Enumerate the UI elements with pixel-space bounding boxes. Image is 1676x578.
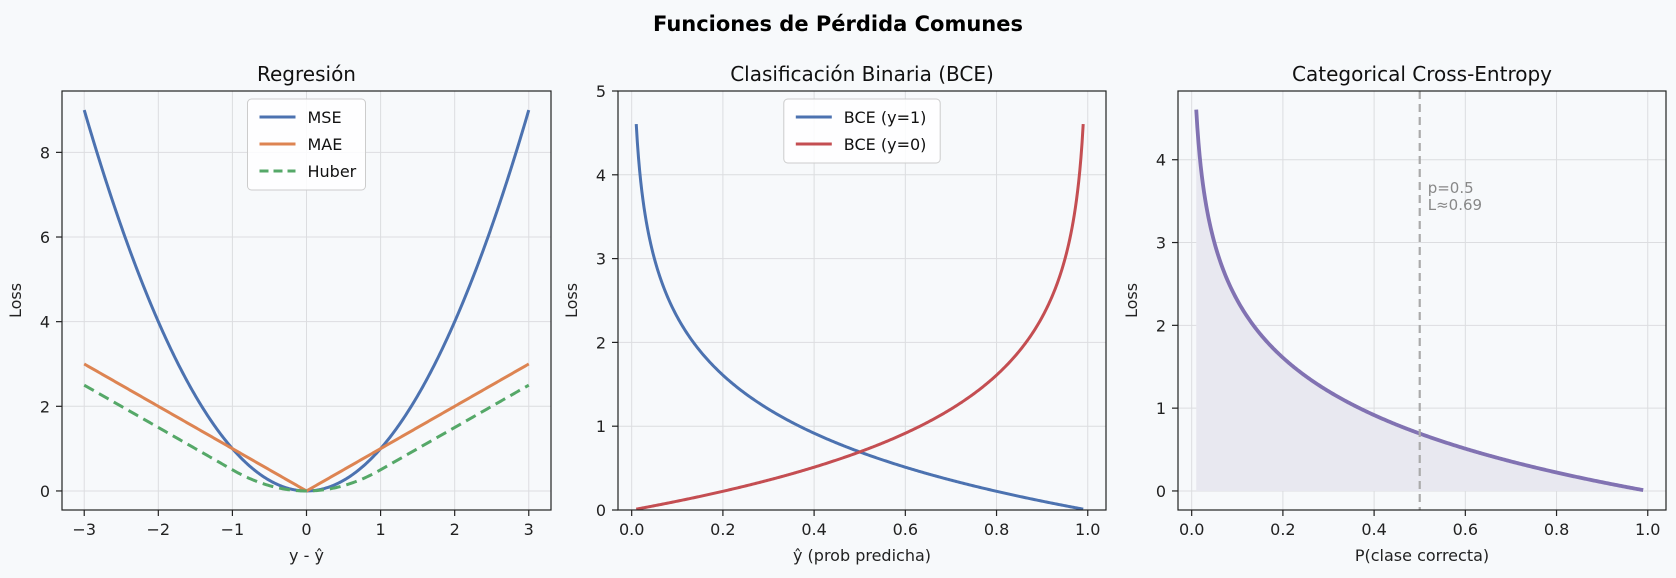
y-tick-label: 1	[1156, 399, 1166, 418]
x-tick-label: 3	[524, 520, 534, 539]
plot-content	[1194, 91, 1644, 510]
subplot-1: −3 −2 −1 0 1 2 3 0 2 4 6 8 Regresión y - ŷ Loss MSE MAE H…	[6, 62, 552, 565]
y-tick-label: 4	[596, 166, 606, 185]
x-tick-label: 0.4	[801, 520, 826, 539]
subplot-3: p=0.5L≈0.69 0.0 0.2 0.4 0.6 0.8 1.0 0 1 2 3 4 Catego…	[1122, 62, 1667, 565]
figure-title: Funciones de Pérdida Comunes	[653, 12, 1023, 36]
y-tick-label: 8	[40, 143, 50, 162]
axes-frame	[1177, 90, 1667, 511]
x-tick-label: 0.2	[1270, 520, 1295, 539]
legend-label: MSE	[308, 108, 342, 127]
annotation-text: L≈0.69	[1428, 196, 1482, 214]
x-axis-label: ŷ (prob predicha)	[793, 546, 931, 565]
x-tick-label: 0.8	[984, 520, 1009, 539]
y-tick-label: 3	[596, 250, 606, 269]
x-tick-label: 0.4	[1361, 520, 1386, 539]
x-tick-label: 0.6	[893, 520, 918, 539]
y-tick-label: 0	[40, 482, 50, 501]
legend: BCE (y=1) BCE (y=0)	[783, 98, 941, 164]
legend-label: BCE (y=0)	[844, 135, 927, 154]
y-tick-label: 0	[1156, 482, 1166, 501]
x-axis-label: P(clase correcta)	[1355, 546, 1489, 565]
subplot-title: Categorical Cross-Entropy	[1292, 62, 1552, 86]
subplot-title: Clasificación Binaria (BCE)	[730, 62, 994, 86]
series-line-bce-y-0	[635, 123, 1085, 510]
y-axis-label: Loss	[1122, 283, 1141, 318]
x-tick-label: 0.6	[1453, 520, 1478, 539]
axes-frame	[617, 90, 1107, 511]
subplots: −3 −2 −1 0 1 2 3 0 2 4 6 8 Regresión y - ŷ Loss MSE MAE H…	[6, 62, 1667, 565]
y-tick-label: 4	[40, 313, 50, 332]
y-tick-label: 2	[596, 333, 606, 352]
x-tick-label: 0.2	[710, 520, 735, 539]
y-tick-label: 1	[596, 417, 606, 436]
x-tick-label: 0.8	[1544, 520, 1569, 539]
legend-label: Huber	[308, 162, 357, 181]
x-tick-label: −2	[147, 520, 171, 539]
legend-label: BCE (y=1)	[844, 108, 927, 127]
plot-content	[82, 109, 531, 493]
x-tick-label: 0.0	[619, 520, 644, 539]
y-tick-label: 0	[596, 501, 606, 520]
y-tick-label: 2	[1156, 316, 1166, 335]
plot-content	[634, 123, 1085, 510]
series-line-huber	[83, 383, 530, 493]
y-axis-label: Loss	[6, 283, 25, 318]
x-axis-label: y - ŷ	[289, 546, 324, 565]
x-tick-label: −1	[221, 520, 245, 539]
legend-box	[247, 98, 366, 191]
x-tick-label: 0	[301, 520, 311, 539]
legend-box	[783, 98, 941, 164]
x-tick-label: 2	[450, 520, 460, 539]
y-tick-label: 6	[40, 228, 50, 247]
legend: MSE MAE Huber	[247, 98, 366, 191]
y-tick-label: 4	[1156, 151, 1166, 170]
x-tick-label: 1.0	[1075, 520, 1100, 539]
subplot-2: 0.0 0.2 0.4 0.6 0.8 1.0 0 1 2 3 4 5 Clasificación Bi…	[562, 62, 1107, 565]
subplot-title: Regresión	[257, 62, 356, 86]
legend-label: MAE	[308, 135, 343, 154]
y-tick-label: 5	[596, 82, 606, 101]
area-fill	[1196, 109, 1644, 491]
x-tick-label: −3	[72, 520, 96, 539]
x-tick-label: 0.0	[1179, 520, 1204, 539]
x-tick-label: 1.0	[1635, 520, 1660, 539]
y-axis-label: Loss	[562, 283, 581, 318]
x-tick-label: 1	[375, 520, 385, 539]
annotation-text: p=0.5	[1428, 179, 1474, 197]
y-tick-label: 2	[40, 397, 50, 416]
y-tick-label: 3	[1156, 234, 1166, 253]
